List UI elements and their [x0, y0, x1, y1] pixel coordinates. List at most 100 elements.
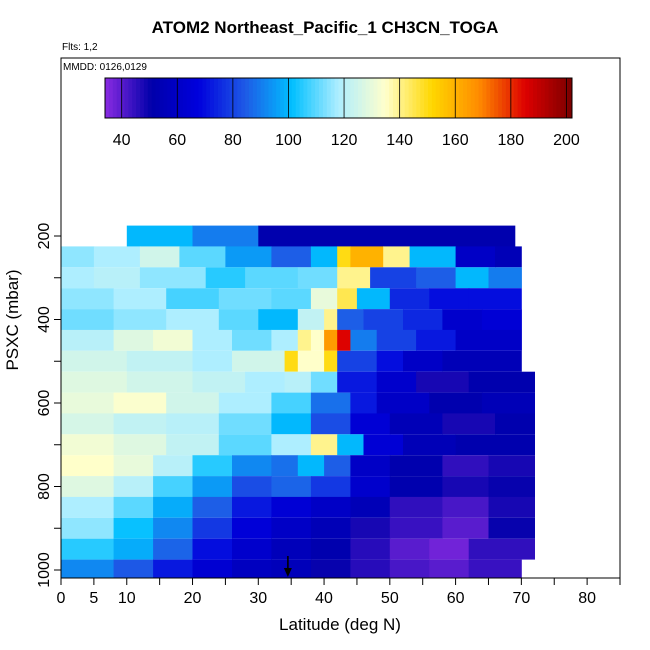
heatmap-cell-11-2: [153, 455, 194, 477]
colorbar-swatch-16: [167, 78, 172, 118]
heatmap-cell-11-4: [232, 455, 272, 477]
heatmap-cell-14-3: [192, 517, 233, 539]
heatmap-cell-1-0: [61, 246, 95, 268]
heatmap-cell-16-4: [232, 559, 272, 578]
heatmap-cell-14-7: [350, 517, 391, 539]
heatmap-cell-11-9: [389, 455, 443, 477]
heatmap-cell-12-9: [442, 476, 489, 497]
colorbar-swatch-60: [338, 78, 343, 118]
colorbar-swatch-72: [385, 78, 390, 118]
heatmap-cell-10-9: [455, 434, 535, 456]
colorbar-swatch-62: [346, 78, 351, 118]
colorbar-swatch-17: [171, 78, 176, 118]
heatmap-cell-7-1: [126, 371, 194, 393]
heatmap-cell-3-6: [337, 288, 358, 310]
heatmap-cell-3-4: [271, 288, 312, 310]
heatmap-cell-3-0: [61, 288, 115, 310]
heatmap-cell-8-0: [61, 392, 115, 414]
colorbar-swatch-44: [276, 78, 281, 118]
colorbar-swatch-58: [330, 78, 336, 118]
heatmap-cell-1-5: [271, 246, 312, 268]
heatmap-cell-11-6: [297, 455, 325, 477]
colorbar-swatch-77: [404, 78, 409, 118]
heatmap-cell-4-2: [166, 309, 220, 330]
colorbar-swatch-95: [474, 78, 479, 118]
colorbar-swatch-107: [521, 78, 526, 118]
heatmap-cell-15-4: [232, 538, 272, 560]
heatmap-cell-9-1: [113, 413, 167, 435]
heatmap-cell-4-4: [258, 309, 299, 330]
colorbar-swatch-67: [365, 78, 371, 118]
heatmap-cell-3-3: [218, 288, 272, 310]
colorbar-swatch-113: [544, 78, 550, 118]
heatmap-cell-8-8: [429, 392, 483, 414]
heatmap-cell-5-9: [337, 329, 351, 351]
colorbar-swatch-47: [287, 78, 293, 118]
heatmap-cell-9-6: [350, 413, 391, 435]
heatmap-cell-15-1: [113, 538, 154, 560]
heatmap-cell-5-4: [232, 329, 272, 351]
colorbar-swatch-65: [357, 78, 363, 118]
colorbar-swatch-114: [548, 78, 553, 118]
heatmap-cell-9-9: [495, 413, 535, 435]
heatmap-cell-12-2: [153, 476, 194, 497]
heatmap-cell-2-10: [488, 267, 522, 289]
heatmap-cell-14-1: [113, 517, 154, 539]
colorbar-swatch-76: [400, 78, 406, 118]
heatmap-cell-1-9: [383, 246, 410, 268]
heatmap-cell-3-10: [468, 288, 522, 310]
heatmap-cell-7-8: [416, 371, 470, 393]
heatmap-cell-9-7: [389, 413, 443, 435]
colorbar-swatch-115: [552, 78, 557, 118]
heatmap-cell-1-6: [310, 246, 338, 268]
colorbar-swatch-35: [241, 78, 246, 118]
colorbar-swatch-100: [494, 78, 499, 118]
colorbar-swatch-1: [108, 78, 114, 118]
colorbar-swatch-53: [311, 78, 316, 118]
heatmap-cell-13-2: [153, 496, 194, 518]
heatmap-cell-10-8: [403, 434, 457, 456]
plot-frame: [60, 57, 621, 579]
heatmap-cell-5-11: [376, 329, 417, 351]
heatmap-cell-16-9: [429, 559, 470, 578]
heatmap-cell-11-0: [61, 455, 115, 477]
colorbar-swatch-59: [334, 78, 339, 118]
colorbar-swatch-105: [513, 78, 518, 118]
colorbar-swatch-52: [307, 78, 312, 118]
heatmap-cell-7-3: [245, 371, 286, 393]
x-tick-label-6: 50: [381, 590, 399, 607]
heatmap-cell-2-2: [139, 267, 207, 289]
colorbar-swatch-89: [451, 78, 456, 118]
heatmap-cell-15-0: [61, 538, 115, 560]
heatmap: [61, 225, 535, 578]
colorbar-swatch-104: [509, 78, 515, 118]
y-tick-label-3: 800: [36, 473, 53, 500]
x-axis: 0 5 10 20 30 40 50 60 70 80: [57, 578, 621, 607]
colorbar-swatch-40: [260, 78, 265, 118]
colorbar-swatch-98: [486, 78, 491, 118]
heatmap-cell-13-8: [389, 496, 443, 518]
heatmap-cell-14-4: [232, 517, 272, 539]
colorbar-swatch-24: [198, 78, 203, 118]
heatmap-cell-16-2: [153, 559, 194, 578]
heatmap-cell-12-0: [61, 476, 115, 497]
colorbar-swatch-39: [256, 78, 262, 118]
heatmap-cell-2-3: [205, 267, 246, 289]
colorbar-swatch-86: [439, 78, 444, 118]
colorbar-swatch-79: [412, 78, 417, 118]
heatmap-cell-16-0: [61, 559, 115, 578]
colorbar-swatch-20: [182, 78, 188, 118]
heatmap-cell-2-0: [61, 267, 95, 289]
heatmap-cell-14-9: [442, 517, 489, 539]
heatmap-cell-12-6: [310, 476, 351, 497]
marker-arrow-head: [283, 568, 292, 577]
heatmap-cell-9-5: [310, 413, 351, 435]
heatmap-cell-13-9: [442, 496, 489, 518]
colorbar-swatch-54: [315, 78, 320, 118]
colorbar-swatch-80: [416, 78, 421, 118]
heatmap-cell-3-2: [166, 288, 220, 310]
heatmap-cell-5-6: [297, 329, 312, 351]
heatmap-cell-5-1: [113, 329, 154, 351]
x-tick-label-2: 10: [118, 590, 136, 607]
colorbar-swatch-88: [447, 78, 452, 118]
